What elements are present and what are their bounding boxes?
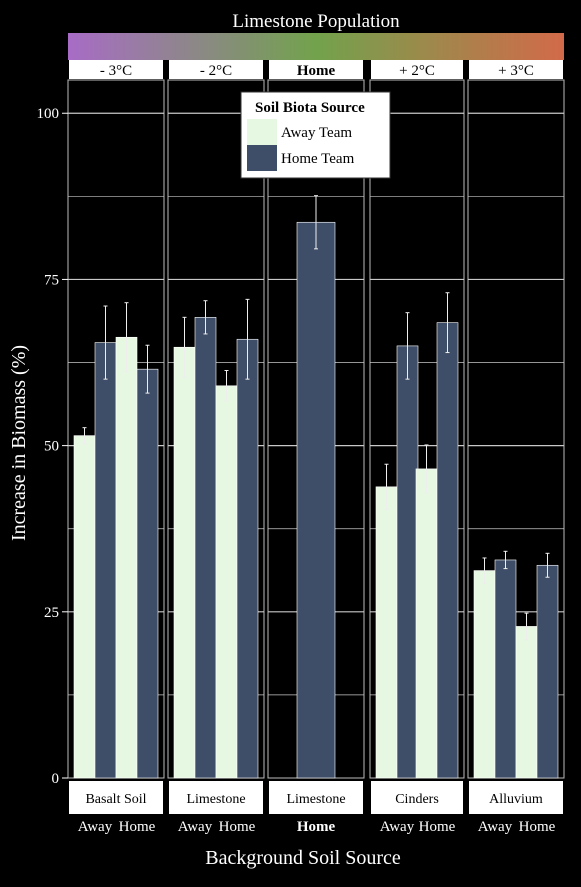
bar-home [194,317,217,779]
x-tick-label: Home [519,819,556,835]
soil-label-box [169,781,263,814]
bar-away [415,468,438,779]
x-tick-label: Home [219,819,256,835]
soil-label: Alluvium [489,792,543,807]
bar-away [73,435,96,779]
panel-3: Home Home Limestone [267,60,365,835]
y-axis: 0 25 50 75 100 [37,106,68,787]
y-tick-label: 100 [37,106,60,122]
y-tick-label: 0 [52,771,60,787]
y-axis-label: Increase in Biomass (%) [8,345,30,541]
soil-label: Cinders [395,792,439,807]
bar-home [494,559,517,779]
strip-label: + 2°C [399,63,435,79]
bar-away [173,346,196,779]
legend-title: Soil Biota Source [255,100,365,116]
soil-label: Limestone [286,792,345,807]
soil-label-box [469,781,563,814]
bar-home [296,221,336,779]
bar-home [94,342,117,779]
bar-away [375,486,398,779]
bar-away [215,385,238,779]
x-tick-label: Home [119,819,156,835]
strip-box [269,60,363,79]
title-gradient-bar [68,33,564,60]
strip-label: - 3°C [100,63,132,79]
panel-5: + 3°C Away Home Alluvium [467,60,565,835]
panel-1: - 3°C Away Home Basalt Soil [67,60,165,835]
x-tick-label: Home [419,819,456,835]
bar-home [436,322,459,779]
bar-away [115,336,138,779]
y-tick-label: 25 [44,605,59,621]
y-tick-label: 75 [44,272,59,288]
soil-label-box [371,781,463,814]
x-tick-label: Away [478,819,513,835]
soil-label-box [269,781,363,814]
legend: Soil Biota Source Away Team Home Team [240,91,391,179]
strip-label: - 2°C [200,63,232,79]
chart-title: Limestone Population [232,11,400,32]
legend-swatch-home [247,145,277,171]
soil-label: Limestone [186,792,245,807]
strip-box [371,60,463,79]
legend-swatch-away [247,119,277,145]
bar-away [473,570,496,779]
legend-label-away: Away Team [281,125,352,141]
x-axis-label: Background Soil Source [205,847,401,869]
strip-box [169,60,263,79]
x-tick-label: Home [297,819,336,835]
bar-home [536,564,559,779]
soil-label: Basalt Soil [85,792,146,807]
bar-home [236,338,259,779]
strip-box [469,60,563,79]
x-tick-label: Away [380,819,415,835]
x-tick-label: Away [78,819,113,835]
panel-4: + 2°C Away Home Cinders [369,60,465,835]
y-tick-label: 50 [44,439,59,455]
strip-label: + 3°C [498,63,534,79]
strip-box [69,60,163,79]
bar-away [515,626,538,779]
strip-label: Home [297,63,336,79]
legend-label-home: Home Team [281,151,355,167]
bar-home [396,345,419,779]
soil-label-box [69,781,163,814]
x-tick-label: Away [178,819,213,835]
bar-home [136,368,159,779]
